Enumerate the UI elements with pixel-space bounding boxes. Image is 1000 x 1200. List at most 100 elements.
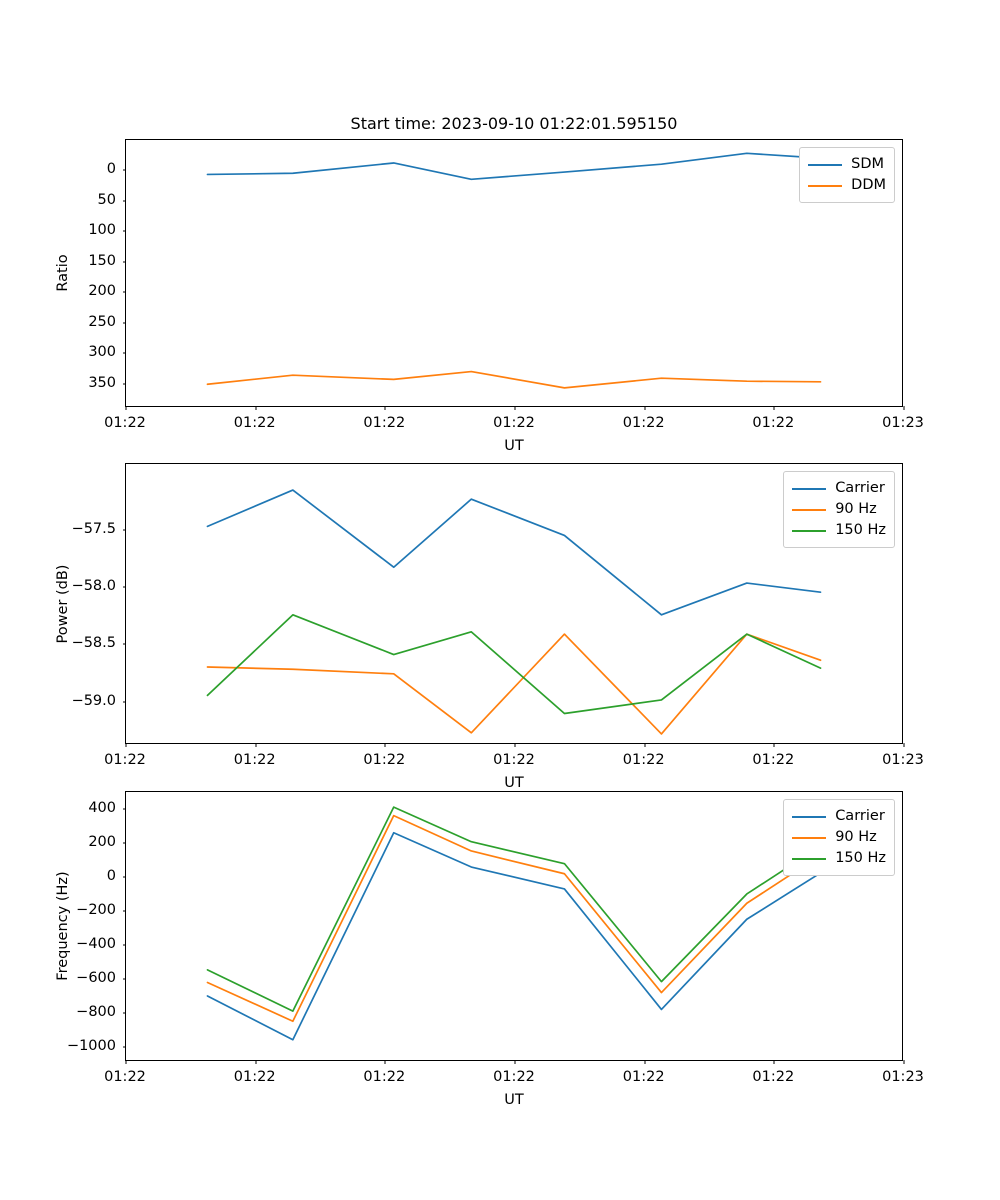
legend-entry[interactable]: Carrier	[792, 806, 886, 827]
x-axis-label: UT	[504, 775, 524, 791]
series-line-150-hz	[206, 613, 822, 715]
y-tick-label: 200	[88, 833, 116, 850]
y-tick-label: 50	[97, 191, 116, 208]
y-tick-mark	[122, 322, 126, 324]
y-tick-mark	[122, 383, 126, 385]
x-tick-mark	[644, 1060, 646, 1064]
y-tick-label: 300	[88, 344, 116, 361]
x-axis-label: UT	[504, 1092, 524, 1108]
legend-label: SDM	[851, 156, 885, 173]
y-axis-label: Ratio	[55, 254, 71, 292]
x-tick-mark	[514, 1060, 516, 1064]
x-tick-label: 01:22	[752, 752, 795, 768]
y-tick-mark	[122, 291, 126, 293]
y-tick-mark	[122, 808, 126, 810]
y-tick-mark	[122, 169, 126, 171]
y-tick-mark	[122, 230, 126, 232]
x-tick-label: 01:22	[493, 415, 535, 431]
x-tick-label: 01:22	[752, 415, 795, 431]
legend-entry[interactable]: 150 Hz	[792, 848, 886, 869]
series-line-sdm	[206, 152, 822, 181]
y-tick-label: −57.5	[71, 521, 116, 538]
x-tick-label: 01:22	[752, 1069, 795, 1085]
x-tick-label: 01:22	[493, 1069, 535, 1085]
x-tick-mark	[125, 1060, 127, 1064]
y-tick-label: 0	[106, 867, 116, 884]
y-tick-label: −58.0	[71, 578, 116, 595]
legend-entry[interactable]: 90 Hz	[792, 827, 886, 848]
y-tick-mark	[122, 529, 126, 531]
legend-label: Carrier	[835, 808, 885, 825]
x-tick-label: 01:23	[882, 415, 924, 431]
ratio-plot-legend[interactable]: SDM DDM	[799, 147, 895, 203]
x-tick-mark	[903, 1060, 905, 1064]
y-tick-mark	[122, 842, 126, 844]
y-tick-mark	[122, 352, 126, 354]
legend-label: Carrier	[835, 480, 885, 497]
x-tick-label: 01:22	[363, 1069, 406, 1085]
x-tick-mark	[773, 406, 775, 410]
y-tick-label: −200	[76, 901, 116, 918]
x-tick-label: 01:22	[104, 415, 146, 431]
x-tick-label: 01:22	[233, 1069, 276, 1085]
x-tick-label: 01:23	[882, 1069, 924, 1085]
series-line-carrier	[206, 831, 822, 1041]
x-tick-mark	[384, 743, 386, 747]
x-tick-mark	[773, 743, 775, 747]
legend-color-swatch	[808, 163, 843, 166]
ratio-plot-lines	[206, 152, 822, 389]
legend-label: 150 Hz	[835, 850, 886, 867]
y-tick-mark	[122, 701, 126, 703]
frequency-plot-axes: Carrier 90 Hz 150 Hz	[122, 791, 905, 1064]
y-tick-mark	[122, 586, 126, 588]
legend-label: 90 Hz	[835, 501, 877, 518]
x-tick-mark	[384, 406, 386, 410]
legend-color-swatch	[792, 487, 827, 490]
legend-color-swatch	[808, 184, 843, 187]
x-tick-mark	[644, 743, 646, 747]
legend-entry[interactable]: DDM	[808, 175, 886, 196]
y-tick-mark	[122, 261, 126, 263]
legend-entry[interactable]: 90 Hz	[792, 499, 886, 520]
legend-entry[interactable]: Carrier	[792, 478, 886, 499]
y-tick-label: −1000	[66, 1037, 116, 1054]
y-tick-label: 200	[88, 283, 116, 300]
x-tick-mark	[125, 406, 127, 410]
legend-color-swatch	[792, 508, 827, 511]
series-line-carrier	[206, 489, 822, 616]
y-tick-label: 250	[88, 313, 116, 330]
frequency-plot-legend[interactable]: Carrier 90 Hz 150 Hz	[783, 799, 895, 876]
x-tick-mark	[255, 406, 257, 410]
y-axis-label: Power (dB)	[55, 564, 71, 643]
legend-entry[interactable]: 150 Hz	[792, 520, 886, 541]
x-tick-label: 01:22	[233, 415, 276, 431]
x-tick-label: 01:22	[363, 752, 406, 768]
series-line-ddm	[206, 370, 822, 389]
y-tick-mark	[122, 944, 126, 946]
y-tick-label: 0	[106, 161, 116, 178]
legend-label: 90 Hz	[835, 829, 877, 846]
legend-color-swatch	[792, 857, 827, 860]
y-tick-label: −400	[76, 935, 116, 952]
y-tick-label: −800	[76, 1003, 116, 1020]
x-tick-mark	[773, 1060, 775, 1064]
series-line-90-hz	[206, 633, 822, 735]
x-tick-mark	[255, 743, 257, 747]
x-tick-mark	[644, 406, 646, 410]
x-tick-label: 01:22	[363, 415, 406, 431]
frequency-plot-lines	[206, 806, 822, 1041]
legend-entry[interactable]: SDM	[808, 154, 886, 175]
x-tick-label: 01:22	[104, 1069, 146, 1085]
power-plot-legend[interactable]: Carrier 90 Hz 150 Hz	[783, 471, 895, 548]
y-tick-label: −58.5	[71, 635, 116, 652]
figure-title: Start time: 2023-09-10 01:22:01.595150	[350, 114, 678, 133]
x-tick-mark	[514, 743, 516, 747]
ratio-plot-axes: Start time: 2023-09-10 01:22:01.595150 S…	[122, 114, 905, 410]
x-tick-label: 01:22	[104, 752, 146, 768]
y-axis-label: Frequency (Hz)	[55, 871, 71, 981]
x-tick-mark	[903, 406, 905, 410]
x-tick-mark	[514, 406, 516, 410]
x-tick-label: 01:22	[233, 752, 276, 768]
x-tick-mark	[903, 743, 905, 747]
